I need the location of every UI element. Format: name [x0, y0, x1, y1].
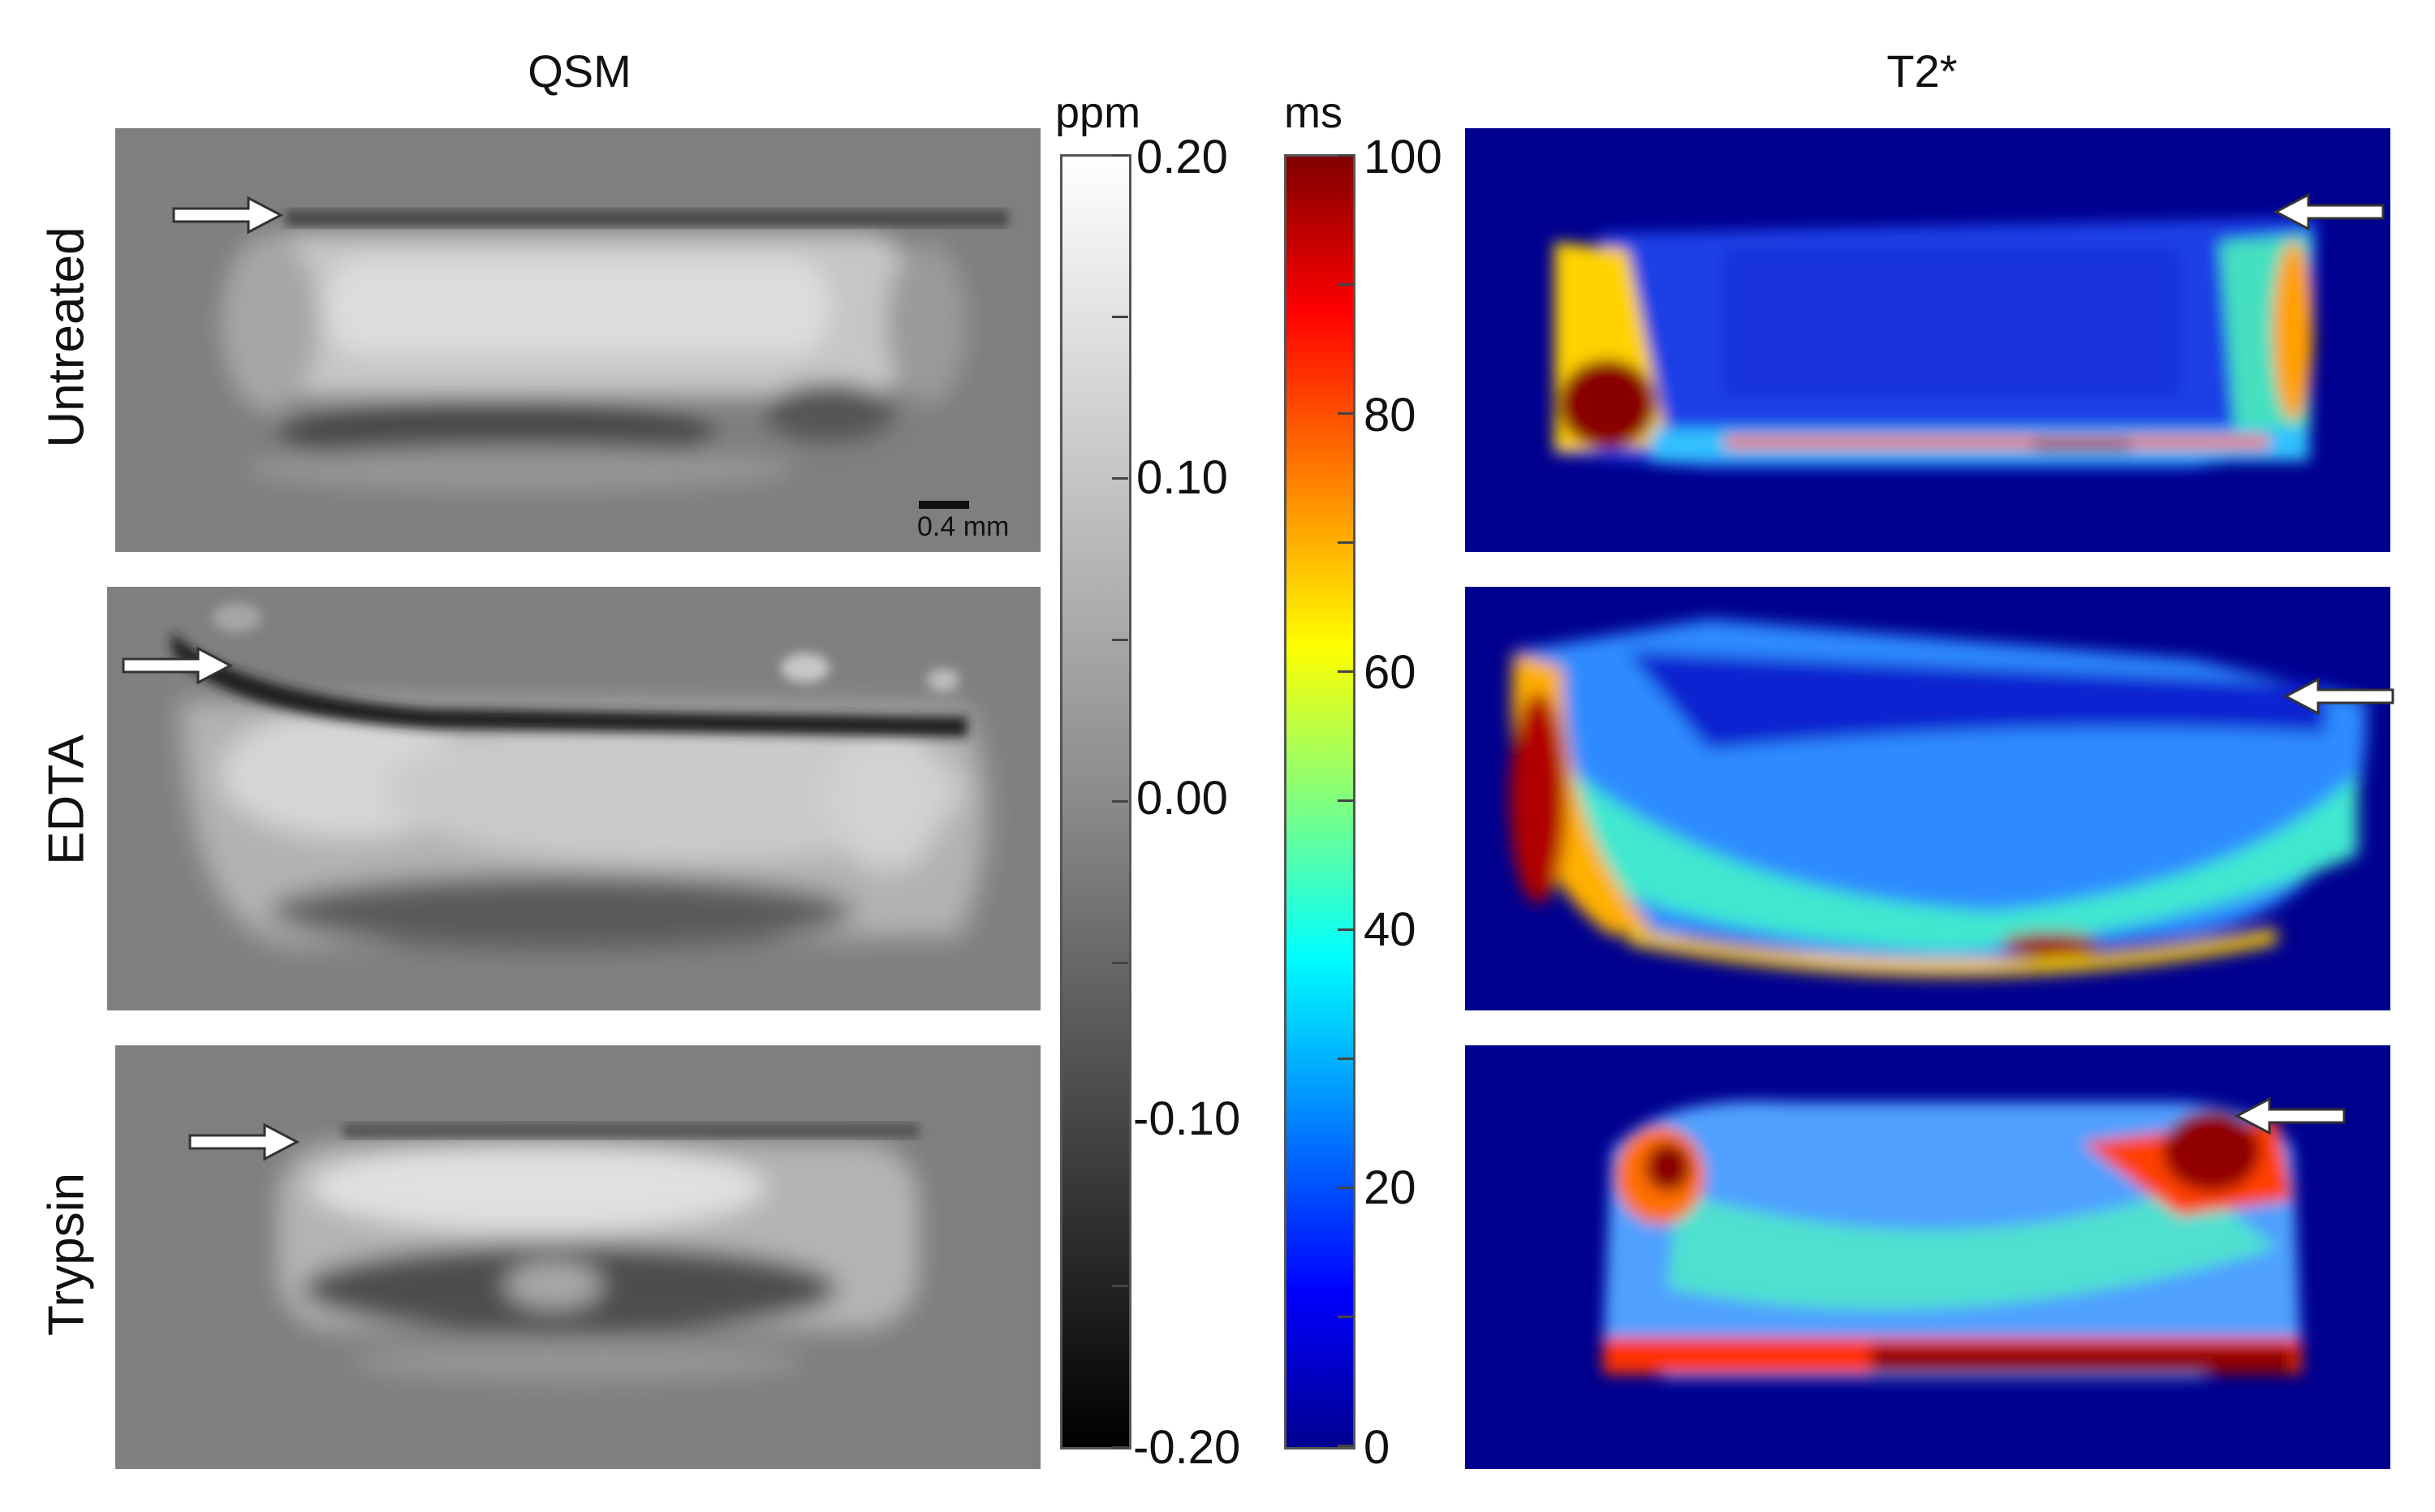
- arrow-icon: [188, 1122, 300, 1161]
- qsm-column-title: QSM: [528, 45, 631, 97]
- qsm-tick-label: 0.20: [1136, 131, 1228, 183]
- t2-tick-label: 60: [1364, 646, 1416, 699]
- qsm-tick-label: -0.20: [1133, 1421, 1241, 1474]
- t2-colorbar-ticks: [1338, 154, 1354, 1450]
- t2-tick-label: 80: [1364, 389, 1416, 442]
- arrow-icon: [122, 646, 234, 685]
- t2-tick-label: 0: [1364, 1421, 1390, 1474]
- arrow-icon: [172, 196, 284, 235]
- qsm-tick-label: 0.00: [1136, 772, 1228, 825]
- scale-bar-label: 0.4 mm: [917, 511, 1010, 542]
- qsm-image-untreated: [115, 128, 1041, 552]
- qsm-colorbar-unit: ppm: [1055, 88, 1141, 137]
- t2-image-untreated: [1465, 128, 2390, 552]
- arrow-icon: [2234, 1096, 2346, 1135]
- t2-tick-label: 100: [1364, 131, 1442, 183]
- t2-tick-label: 40: [1364, 903, 1416, 956]
- qsm-tick-label: 0.10: [1136, 451, 1228, 504]
- scale-bar: [919, 501, 969, 509]
- qsm-colorbar-ticks: [1112, 154, 1128, 1450]
- t2-image-edta: [1465, 587, 2390, 1010]
- row-label-edta: EDTA: [38, 734, 95, 865]
- arrow-icon: [2282, 677, 2394, 716]
- t2-colorbar-unit: ms: [1284, 88, 1342, 137]
- row-label-trypsin: Trypsin: [38, 1173, 95, 1336]
- t2-tick-label: 20: [1364, 1161, 1416, 1214]
- qsm-tick-label: -0.10: [1133, 1092, 1241, 1145]
- arrow-icon: [2273, 192, 2385, 231]
- qsm-image-edta: [107, 587, 1041, 1010]
- t2-column-title: T2*: [1886, 45, 1958, 97]
- qsm-image-trypsin: [115, 1045, 1041, 1469]
- row-label-untreated: Untreated: [38, 226, 95, 448]
